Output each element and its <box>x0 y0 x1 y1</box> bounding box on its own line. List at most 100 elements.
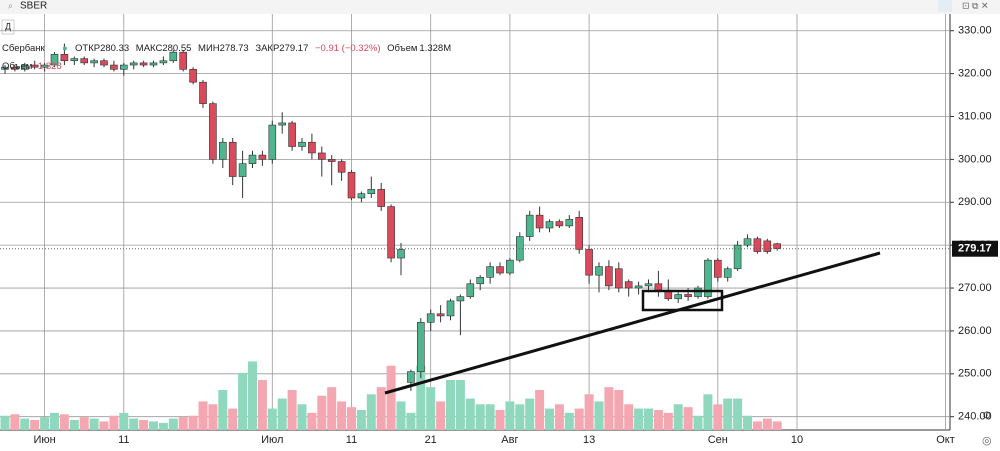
candle-body <box>605 266 613 287</box>
legend-volume-label: Объем <box>387 43 417 54</box>
y-tick-label: 250.00 <box>958 368 992 380</box>
volume-bar <box>653 410 663 430</box>
candle-body <box>595 266 603 276</box>
volume-bar <box>554 404 564 430</box>
volume-bar <box>198 401 208 430</box>
candle-body <box>219 141 227 160</box>
candle-body <box>674 294 683 300</box>
candle-body <box>684 294 692 297</box>
volume-bar <box>406 412 416 430</box>
y-tick-label: 310.00 <box>958 110 992 122</box>
candle-body <box>129 62 138 66</box>
volume-bar <box>693 415 703 430</box>
volume-bar <box>723 398 733 430</box>
candle-body <box>327 159 336 162</box>
candle-body <box>139 62 148 66</box>
candle-body <box>80 58 88 64</box>
candle-body <box>70 58 79 62</box>
candle-body <box>773 243 782 250</box>
volume-bar <box>733 398 743 430</box>
candle-body <box>347 171 356 199</box>
x-tick-label: 13 <box>583 434 595 446</box>
volume-bar <box>376 387 386 430</box>
candle-body <box>120 64 128 70</box>
candle-body <box>614 268 623 289</box>
y-tick-label: 260.00 <box>958 325 992 337</box>
toolbar <box>0 0 1000 14</box>
candle-body <box>209 103 217 160</box>
candle-body <box>248 154 257 164</box>
search-text[interactable]: SBER <box>20 1 47 12</box>
x-tick-label: Сен <box>708 434 728 446</box>
legend-close: 279.17 <box>279 43 308 54</box>
candle-body <box>110 64 118 70</box>
candle-body <box>535 214 544 229</box>
candle-body <box>565 219 574 227</box>
candle-body <box>575 216 584 250</box>
x-tick-label: Окт <box>936 434 955 446</box>
volume-bar <box>347 407 356 430</box>
y-tick-label: 270.00 <box>958 282 992 294</box>
volume-bar <box>327 387 337 430</box>
x-tick-label: 10 <box>791 434 803 446</box>
dropdown[interactable] <box>938 0 952 12</box>
legend-high-label: МАКС <box>136 43 163 54</box>
candle-body <box>159 60 168 64</box>
volume-bar <box>772 421 782 430</box>
volume-bar <box>20 418 30 430</box>
window-icons[interactable]: ⊡ ⧉ ✕ <box>962 0 989 10</box>
x-tick-label: 21 <box>425 434 437 446</box>
volume-bar <box>584 394 594 430</box>
candle-body <box>624 281 633 289</box>
volume-bar <box>257 380 267 430</box>
last-price-box <box>952 240 998 257</box>
candle-body <box>486 266 494 278</box>
candle-body <box>20 64 29 70</box>
volume-bar <box>624 404 634 430</box>
volume-bar <box>644 408 653 430</box>
volume-bar <box>743 415 752 430</box>
volume-bar <box>40 417 50 430</box>
volume-bar <box>416 365 426 430</box>
volume-bar <box>297 404 307 430</box>
volume-bar <box>574 408 584 430</box>
candle-body <box>308 141 316 154</box>
volume-bar <box>30 420 40 430</box>
legend-high: 280.55 <box>162 43 191 54</box>
settings-icon[interactable]: ⚙ <box>982 410 992 422</box>
legend-close-label: ЗАКР <box>255 43 279 54</box>
candle-body <box>357 193 366 199</box>
volume-bar <box>248 361 257 430</box>
volume-bar <box>634 408 644 430</box>
volume-bar <box>307 412 317 430</box>
candle-body <box>90 60 98 64</box>
candle-body <box>634 285 643 289</box>
volume-bar <box>139 420 149 430</box>
volume-bar <box>178 417 188 430</box>
volume-bar <box>614 390 624 430</box>
volume-bar <box>673 404 683 430</box>
volume-bar <box>10 414 20 430</box>
volume-legend: Объем 1.328 <box>2 61 62 72</box>
volume-bar <box>545 408 554 430</box>
volume-bar <box>119 412 129 430</box>
volume-bar <box>713 404 723 430</box>
candle-body <box>476 277 485 285</box>
drawn-rectangle <box>641 289 724 312</box>
volume-bar <box>218 390 228 430</box>
candle-body <box>238 163 247 177</box>
reset-icon[interactable]: ◎ <box>982 435 992 447</box>
volume-bar <box>109 415 119 430</box>
candle-body <box>179 51 187 70</box>
candle-body <box>1 66 9 70</box>
candle-body <box>169 51 178 62</box>
volume-bar <box>495 410 505 430</box>
volume-bar <box>149 421 158 430</box>
volume-bar <box>515 404 525 430</box>
candle-body <box>407 371 415 383</box>
volume-bar <box>337 401 347 430</box>
candle-body <box>644 283 653 287</box>
volume-bar <box>683 407 693 430</box>
volume-bar <box>475 404 485 430</box>
volume-bar <box>535 390 545 430</box>
